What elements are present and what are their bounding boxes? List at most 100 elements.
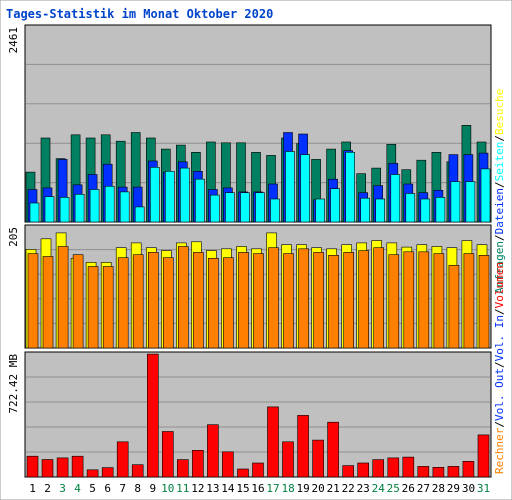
x-tick-label: 27 (417, 482, 430, 495)
bar-middle-series1-day22 (343, 252, 355, 349)
bar-middle-series1-day23 (358, 250, 370, 349)
bar-top-series2-day4 (74, 194, 85, 223)
bar-middle-series1-day31 (478, 255, 490, 349)
bar-middle-series1-day28 (433, 253, 445, 349)
x-tick-label: 1 (29, 482, 36, 495)
bar-bottom-series0-day12 (192, 449, 204, 478)
bar-middle-series1-day29 (448, 265, 460, 349)
bar-bottom-series0-day18 (282, 441, 294, 478)
legend-entry: Seiten (493, 142, 506, 182)
x-tick-label: 26 (402, 482, 415, 495)
bar-middle-series1-day9 (148, 252, 159, 349)
x-tick-label: 23 (357, 482, 370, 495)
bar-top-series2-day19 (300, 154, 310, 223)
legend-middle: Rechner/Vol. Out/Vol. In/Volumen (493, 262, 506, 474)
bar-bottom-series0-day13 (207, 424, 219, 478)
y-max-label-top: 2461 (7, 27, 20, 54)
x-tick-label: 25 (387, 482, 400, 495)
bar-top-series2-day11 (180, 167, 190, 223)
bar-top-series2-day25 (390, 174, 401, 223)
x-tick-label: 7 (119, 482, 126, 495)
bar-bottom-series0-day19 (297, 415, 309, 478)
x-tick-label: 31 (477, 482, 490, 495)
bar-bottom-series0-day9 (147, 353, 159, 478)
bar-top-series2-day9 (150, 167, 160, 223)
bar-bottom-series0-day26 (402, 456, 415, 478)
bar-middle-series1-day10 (163, 257, 174, 349)
bar-middle-series1-day12 (193, 252, 204, 349)
legend-top: Anfragen/Dateien/Seiten/Besuche (493, 89, 506, 294)
x-tick-label: 4 (74, 482, 81, 495)
bar-bottom-series0-day8 (131, 464, 144, 478)
bar-top-series2-day1 (29, 202, 40, 223)
x-tick-label: 5 (89, 482, 96, 495)
bar-top-series2-day27 (420, 198, 431, 223)
bar-middle-series1-day14 (223, 257, 234, 349)
bar-middle-series1-day21 (328, 255, 339, 349)
x-tick-label: 20 (311, 482, 324, 495)
bar-top-series2-day17 (270, 198, 280, 223)
x-axis-day-labels: 1 2 3 4 5 6 7 8 9 10 11 12 13 14 15 16 17 18 19 20 21 22 23 24 2… (29, 482, 490, 495)
bar-bottom-series0-day22 (342, 465, 355, 478)
bar-middle-series1-day8 (132, 254, 144, 349)
x-tick-label: 16 (251, 482, 264, 495)
bar-top-series2-day8 (134, 206, 145, 223)
bar-bottom-series0-day31 (477, 434, 490, 478)
bar-top-series2-day6 (104, 186, 115, 223)
bar-bottom-series0-day30 (462, 460, 475, 478)
bar-middle-series1-day6 (102, 266, 114, 349)
bar-bottom-series0-day24 (372, 459, 385, 478)
x-tick-label: 15 (236, 482, 249, 495)
bar-bottom-series0-day25 (387, 457, 400, 478)
bar-bottom-series0-day10 (162, 431, 174, 478)
bar-top-series2-day18 (285, 151, 295, 223)
bar-bottom-series0-day29 (447, 466, 460, 478)
bar-middle-series1-day26 (403, 251, 415, 349)
legend-entry: Vol. Out (493, 368, 506, 421)
legend-entry: Besuche (493, 89, 506, 135)
x-tick-label: 9 (149, 482, 156, 495)
chart-title: Tages-Statistik im Monat Oktober 2020 (6, 7, 273, 21)
legend-entry: Volumen (493, 262, 506, 308)
bar-middle-series1-day1 (27, 253, 39, 349)
legend-entry: Dateien (493, 188, 506, 234)
bar-top-series2-day16 (255, 192, 265, 223)
bar-top-series2-day21 (330, 188, 340, 223)
bar-top-series2-day28 (435, 197, 446, 223)
bar-middle-series1-day7 (117, 257, 129, 349)
bars-layer (25, 125, 491, 478)
bar-top-series2-day24 (375, 198, 386, 223)
bar-bottom-series0-day20 (312, 439, 324, 478)
bar-middle-series1-day3 (57, 246, 69, 349)
x-tick-label: 8 (134, 482, 141, 495)
legend-separator: / (493, 135, 506, 142)
bar-middle-series1-day15 (238, 252, 249, 349)
x-tick-label: 30 (462, 482, 475, 495)
x-tick-label: 10 (161, 482, 174, 495)
bar-bottom-series0-day7 (116, 441, 129, 478)
bar-top-series2-day20 (315, 198, 325, 223)
bar-middle-series1-day17 (268, 247, 279, 349)
bar-top-series2-day30 (465, 181, 476, 223)
bar-middle-series1-day16 (253, 253, 264, 349)
bar-bottom-series0-day14 (222, 451, 234, 478)
x-tick-label: 12 (191, 482, 204, 495)
legend-separator: / (493, 361, 506, 368)
x-tick-label: 2 (44, 482, 51, 495)
bar-top-series2-day13 (210, 194, 220, 223)
x-tick-label: 17 (266, 482, 279, 495)
bar-bottom-series0-day3 (56, 457, 69, 478)
bar-top-series2-day31 (480, 168, 491, 223)
bar-bottom-series0-day21 (327, 421, 339, 478)
legend-separator: / (493, 234, 506, 241)
legend-separator: / (493, 181, 506, 188)
bar-top-series2-day15 (240, 192, 250, 223)
bar-bottom-series0-day1 (26, 455, 39, 478)
bar-middle-series1-day4 (72, 254, 84, 349)
bar-bottom-series0-day28 (432, 466, 445, 478)
bar-middle-series1-day11 (178, 246, 189, 349)
bar-top-series2-day7 (119, 191, 130, 223)
bar-bottom-series0-day15 (237, 468, 249, 478)
bar-middle-series1-day2 (42, 256, 54, 349)
legend-entry: Vol. In (493, 315, 506, 361)
